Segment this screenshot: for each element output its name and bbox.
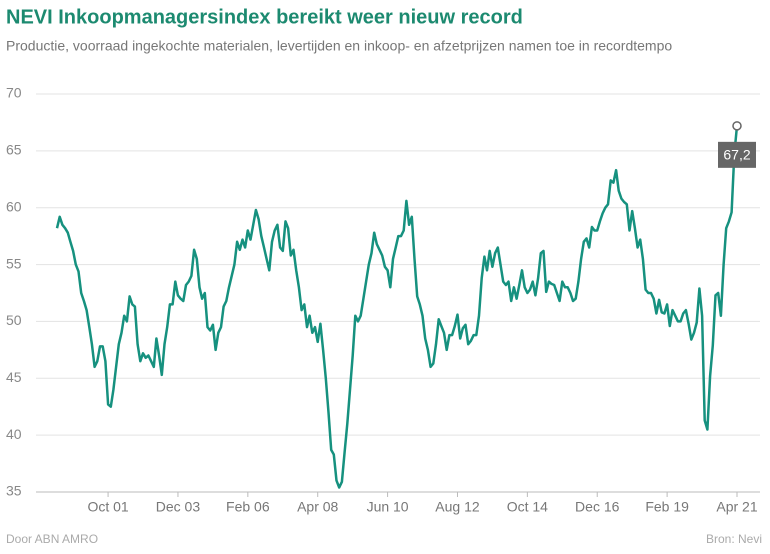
- end-label: 67,2: [723, 147, 750, 163]
- y-tick-label: 65: [6, 142, 22, 158]
- source-left: Door ABN AMRO: [6, 532, 98, 546]
- y-tick-label: 45: [6, 369, 22, 385]
- x-tick-label: Apr 08: [297, 499, 338, 515]
- end-label-box: [718, 141, 756, 168]
- x-tick-label: Dec 03: [156, 499, 201, 515]
- y-tick-label: 55: [6, 255, 22, 271]
- chart-subtitle: Productie, voorraad ingekochte materiale…: [6, 38, 672, 54]
- y-tick-label: 70: [6, 85, 22, 101]
- y-tick-label: 40: [6, 426, 22, 442]
- x-tick-label: Jun 10: [367, 499, 409, 515]
- source-right: Bron: Nevi: [706, 532, 762, 546]
- chart-title: NEVI Inkoopmanagersindex bereikt weer ni…: [6, 6, 523, 28]
- x-tick-label: Feb 19: [645, 499, 689, 515]
- end-point: [732, 121, 742, 131]
- x-tick-label: Oct 01: [87, 499, 128, 515]
- y-tick-label: 35: [6, 483, 22, 499]
- x-tick-label: Dec 16: [575, 499, 620, 515]
- line: [55, 125, 739, 489]
- y-tick-label: 50: [6, 312, 22, 328]
- y-tick-label: 60: [6, 198, 22, 214]
- x-tick-label: Feb 06: [226, 499, 270, 515]
- x-tick-label: Apr 21: [716, 499, 757, 515]
- x-tick-label: Aug 12: [435, 499, 480, 515]
- x-tick-label: Oct 14: [507, 499, 548, 515]
